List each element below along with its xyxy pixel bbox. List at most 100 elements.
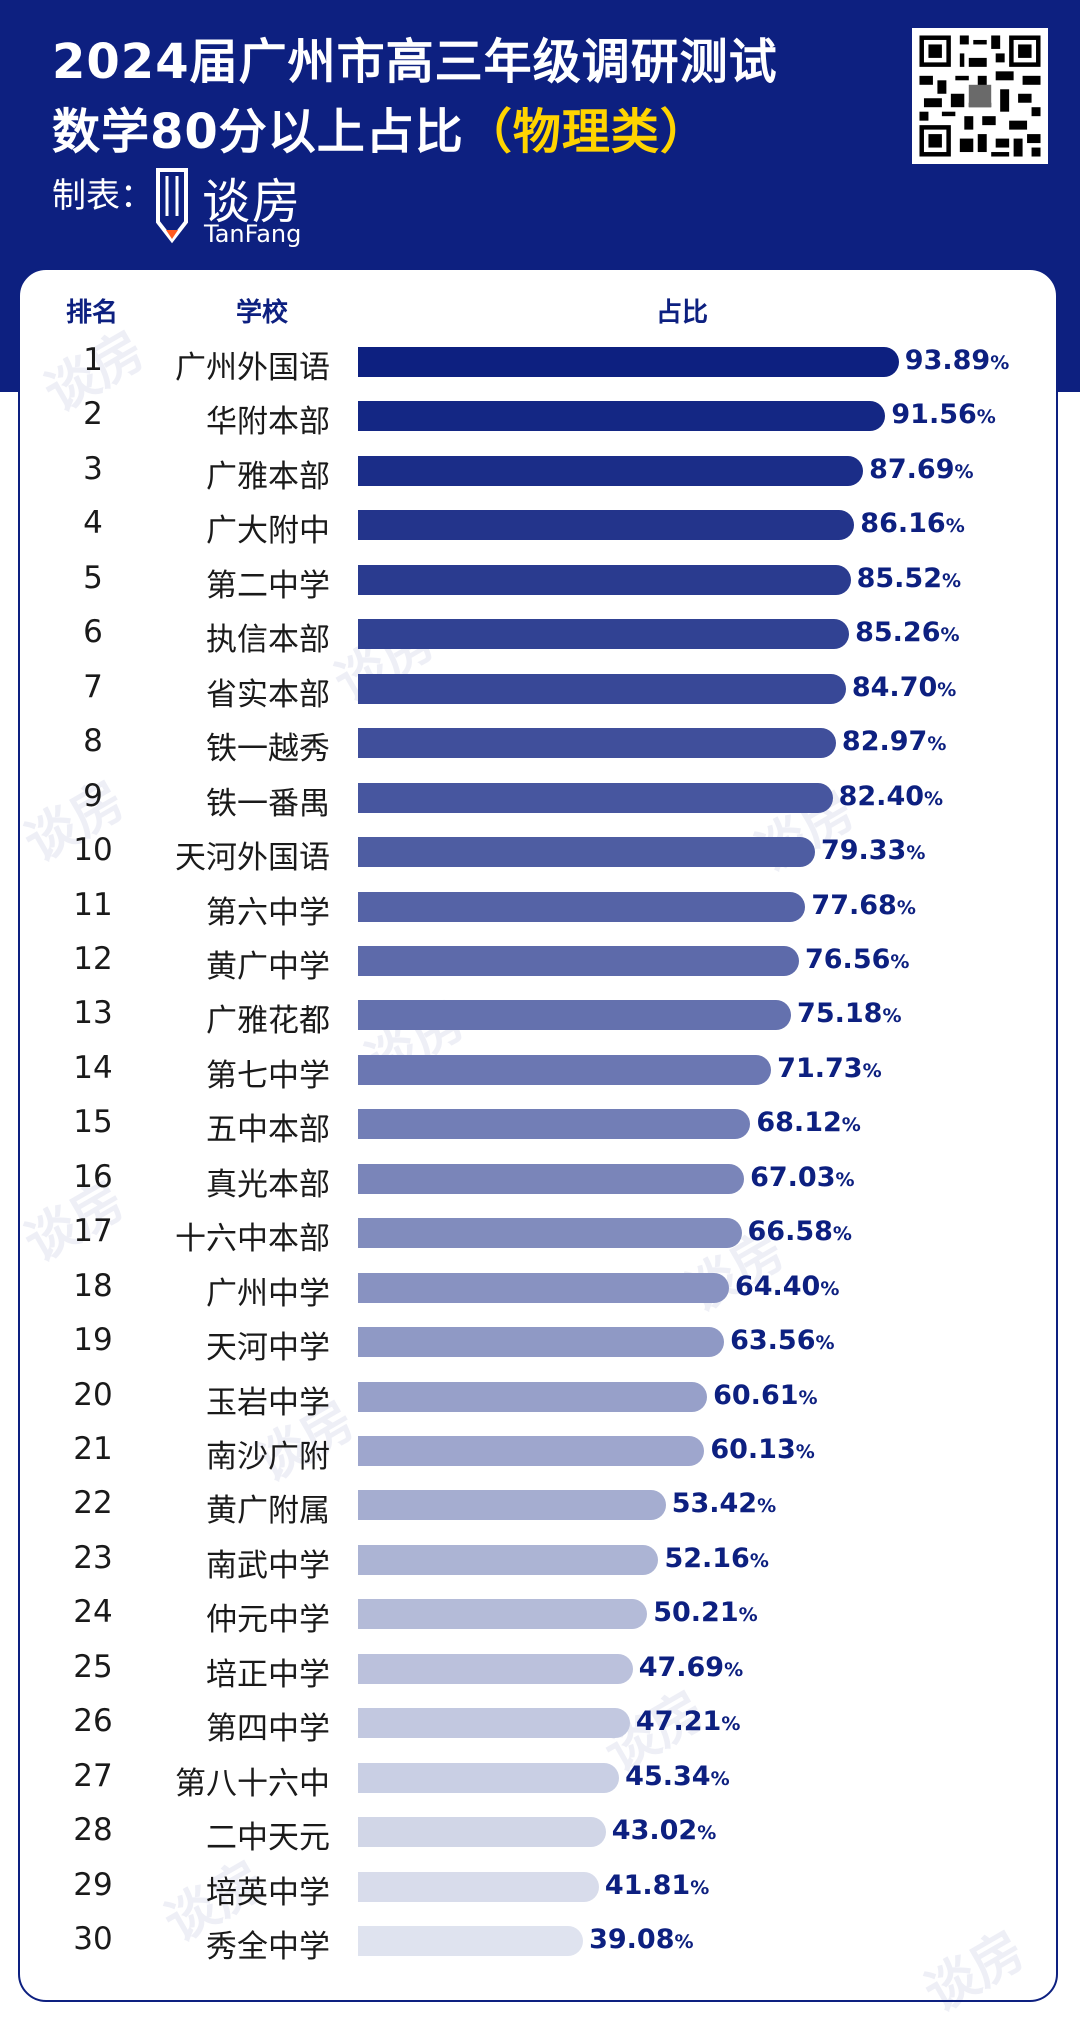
school-label: 培英中学	[206, 1874, 330, 1911]
bar	[358, 401, 886, 432]
school-label: 第七中学	[206, 1057, 330, 1094]
school-label: 第二中学	[206, 567, 330, 604]
bar	[358, 1708, 630, 1739]
bar	[358, 1163, 745, 1194]
data-label: 86.16%	[860, 508, 965, 540]
data-label: 52.16%	[664, 1542, 769, 1574]
bar	[358, 564, 851, 595]
maker-label: 制表：	[52, 176, 154, 216]
bar	[358, 1327, 725, 1358]
bar	[358, 945, 799, 976]
school-label: 天河外国语	[175, 840, 330, 877]
data-label: 45.34%	[625, 1760, 730, 1792]
data-label: 60.13%	[710, 1434, 815, 1465]
data-label: 71.73%	[777, 1052, 882, 1084]
bar	[358, 510, 855, 541]
rank-label: 18	[73, 1267, 113, 1304]
bar	[358, 891, 806, 922]
school-label: 广大附中	[206, 513, 330, 550]
data-label: 64.40%	[734, 1270, 840, 1302]
school-label: 广州外国语	[175, 350, 330, 386]
qr-code-icon[interactable]	[912, 28, 1048, 164]
bar	[358, 728, 836, 759]
data-label: 85.26%	[855, 617, 960, 649]
bar	[358, 1653, 633, 1684]
school-label: 仲元中学	[206, 1602, 330, 1639]
school-label: 黄广附属	[206, 1493, 330, 1530]
rank-label: 14	[73, 1049, 113, 1086]
school-label: 第六中学	[206, 894, 330, 931]
data-label: 47.69%	[638, 1651, 744, 1683]
rank-label: 30	[73, 1921, 113, 1958]
rank-label: 3	[83, 450, 103, 487]
column-header-rank: 排名	[66, 298, 119, 328]
bar	[358, 1599, 648, 1630]
data-label: 39.08%	[589, 1924, 694, 1956]
school-label: 真光本部	[206, 1166, 330, 1203]
data-label: 85.52%	[856, 562, 962, 594]
school-label: 广雅本部	[206, 458, 330, 495]
rank-label: 11	[73, 886, 113, 923]
school-label: 第八十六中	[175, 1765, 330, 1802]
bar	[358, 1817, 606, 1848]
rank-label: 13	[73, 995, 113, 1032]
rank-label: 29	[73, 1866, 113, 1903]
bar	[358, 1218, 742, 1249]
data-label: 53.42%	[671, 1488, 777, 1520]
school-label: 十六中本部	[175, 1221, 330, 1258]
school-label: 广雅花都	[206, 1003, 330, 1040]
data-label: 50.21%	[653, 1597, 758, 1629]
data-label: 60.61%	[713, 1379, 818, 1411]
rank-label: 19	[73, 1322, 113, 1359]
school-label: 铁一番禺	[206, 785, 330, 822]
rank-label: 28	[73, 1812, 113, 1849]
rank-label: 4	[83, 505, 103, 542]
rank-label: 12	[73, 940, 113, 977]
bar	[358, 1490, 666, 1521]
column-header-school: 学校	[236, 298, 289, 328]
title-main: 数学80分以上占比	[52, 104, 464, 160]
rank-label: 20	[73, 1376, 113, 1413]
bar	[358, 1436, 705, 1466]
school-label: 五中本部	[206, 1112, 330, 1149]
rank-label: 26	[73, 1703, 113, 1740]
data-label: 41.81%	[604, 1869, 710, 1901]
school-label: 执信本部	[206, 622, 330, 659]
bar	[358, 619, 850, 650]
rank-label: 23	[73, 1539, 113, 1576]
data-label: 47.21%	[635, 1706, 741, 1738]
bar	[358, 1926, 584, 1957]
rank-label: 9	[83, 777, 103, 814]
bar	[358, 673, 846, 704]
bar	[358, 1762, 620, 1793]
rank-label: 15	[73, 1104, 113, 1141]
school-label: 培正中学	[206, 1656, 330, 1693]
rank-label: 7	[83, 668, 103, 705]
school-label: 南武中学	[206, 1547, 330, 1584]
data-label: 76.56%	[804, 943, 910, 975]
school-label: 省实本部	[206, 676, 330, 713]
bar	[358, 1544, 659, 1575]
rank-label: 5	[83, 559, 103, 596]
school-label: 玉岩中学	[206, 1384, 330, 1421]
rank-label: 17	[73, 1213, 113, 1250]
rank-label: 8	[83, 723, 103, 760]
data-label: 82.40%	[838, 780, 944, 812]
logo-english-text: TanFang	[204, 220, 302, 248]
bar	[358, 1054, 772, 1085]
rank-label: 24	[73, 1594, 113, 1631]
title-highlight: （物理类）	[463, 104, 709, 160]
bar	[358, 1109, 751, 1140]
bar	[358, 1272, 729, 1303]
bar	[358, 837, 815, 868]
data-label: 87.69%	[869, 453, 974, 485]
data-label: 43.02%	[611, 1815, 717, 1847]
rank-label: 21	[73, 1431, 113, 1467]
bar	[358, 1381, 708, 1412]
school-label: 黄广中学	[206, 948, 330, 985]
rank-label: 2	[83, 396, 103, 433]
school-label: 秀全中学	[206, 1929, 330, 1966]
data-label: 91.56%	[891, 399, 996, 431]
rank-label: 16	[73, 1158, 113, 1195]
title-line-2: 数学80分以上占比（物理类）	[52, 92, 709, 162]
